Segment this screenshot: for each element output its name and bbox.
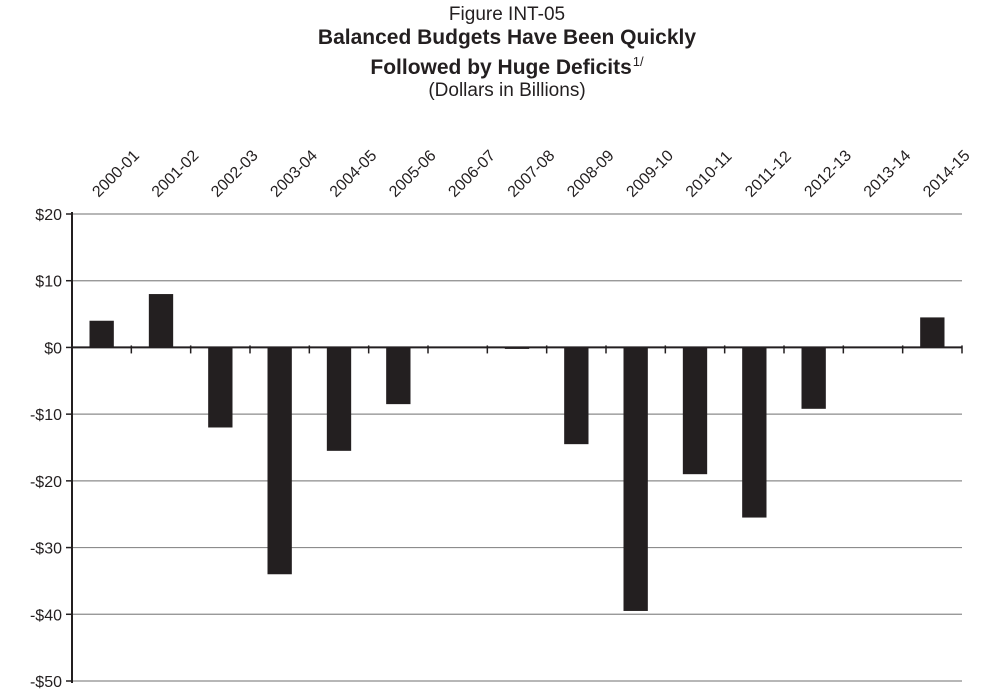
x-tick-label-2013-14: 2013-14 <box>861 147 915 201</box>
x-tick-label-2006-07: 2006-07 <box>445 147 499 201</box>
x-tick-label-2010-11: 2010-11 <box>683 148 736 201</box>
bar-2008-09 <box>564 347 589 445</box>
bar-2003-04 <box>267 347 292 575</box>
x-tick-label-2003-04: 2003-04 <box>267 147 321 201</box>
x-tick-label-2005-06: 2005-06 <box>386 147 440 201</box>
bar-2014-15 <box>920 317 945 348</box>
y-tick-labels: $20 $10 $0 -$10 -$20 -$30 -$40 -$50 <box>30 207 62 691</box>
x-tick-label-2014-15: 2014-15 <box>920 147 974 201</box>
y-tick-label: $0 <box>44 340 62 357</box>
x-tick-label-2002-03: 2002-03 <box>208 147 262 201</box>
x-tick-labels: 2000-01 2001-02 2002-03 2003-04 2004-05 2005-… <box>89 147 973 201</box>
y-tick-label: $20 <box>35 207 62 224</box>
y-tick-label: -$10 <box>30 407 62 424</box>
x-tick-label-2011-12: 2011-12 <box>742 148 795 201</box>
x-tick-label-2012-13: 2012-13 <box>801 147 855 201</box>
x-tick-label-2007-08: 2007-08 <box>505 147 559 201</box>
bar-2005-06 <box>386 347 411 405</box>
x-tick-label-2004-05: 2004-05 <box>327 147 381 201</box>
chart-subtitle: (Dollars in Billions) <box>428 80 586 101</box>
title-footnote-marker: 1/ <box>632 54 644 69</box>
bar-2012-13 <box>801 347 826 409</box>
y-tick-label: -$20 <box>30 474 62 491</box>
chart-title-line-2-text: Followed by Huge Deficits <box>370 56 632 79</box>
bar-2009-10 <box>623 347 648 611</box>
chart-title-line-1: Balanced Budgets Have Been Quickly <box>317 26 697 49</box>
bars <box>89 294 945 611</box>
bar-2002-03 <box>208 347 233 428</box>
bar-2000-01 <box>89 320 114 348</box>
figure-label: Figure INT-05 <box>448 4 566 25</box>
y-tick-label: -$40 <box>30 607 62 624</box>
bar-2001-02 <box>148 294 174 348</box>
axes <box>66 212 963 683</box>
x-tick-label-2009-10: 2009-10 <box>623 147 677 201</box>
x-tick-label-2000-01: 2000-01 <box>89 147 143 201</box>
y-tick-label: $10 <box>35 274 62 291</box>
y-tick-label: -$50 <box>30 674 62 691</box>
chart-title-line-2: Followed by Huge Deficits1/ <box>0 50 994 80</box>
y-tick-label: -$30 <box>30 541 62 558</box>
title-block: Figure INT-05 Balanced Budgets Have Been… <box>0 4 994 102</box>
gridlines <box>72 213 962 682</box>
x-tick-label-2008-09: 2008-09 <box>564 147 618 201</box>
bar-2011-12 <box>742 347 767 518</box>
x-tick-label-2001-02: 2001-02 <box>149 147 203 201</box>
bar-2004-05 <box>326 347 352 451</box>
bar-2010-11 <box>682 347 708 475</box>
